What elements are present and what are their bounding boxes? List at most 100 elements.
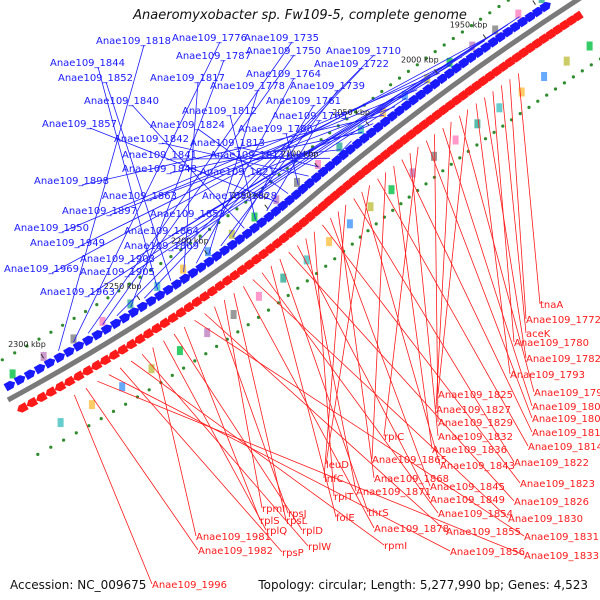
forward-gene-arrow bbox=[458, 57, 470, 69]
reverse-gene-arrow bbox=[379, 149, 391, 160]
gc-dot-inner bbox=[124, 402, 128, 406]
forward-gene-arrow bbox=[422, 84, 434, 95]
gc-dot-outer bbox=[380, 89, 384, 94]
forward-gene-label: Anae109_1863 bbox=[102, 191, 177, 202]
reverse-gene-arrow bbox=[134, 333, 146, 344]
forward-gene-label: Anae109_1818 bbox=[96, 36, 171, 47]
reverse-gene-arrow bbox=[264, 243, 276, 254]
feature-box bbox=[586, 41, 593, 51]
gc-dot-inner bbox=[424, 182, 428, 186]
reverse-gene-arrow bbox=[373, 154, 385, 165]
figure-title: Anaeromyxobacter sp. Fw109-5, complete g… bbox=[133, 8, 467, 23]
feature-box bbox=[255, 291, 262, 301]
reverse-leader-line bbox=[484, 97, 527, 359]
gc-dot-outer bbox=[397, 76, 402, 80]
feature-box bbox=[409, 168, 416, 178]
reverse-leader-line bbox=[173, 333, 303, 531]
reverse-gene-arrow bbox=[278, 232, 290, 244]
reverse-gene-arrow bbox=[411, 124, 424, 135]
reverse-leader-line bbox=[261, 272, 439, 514]
forward-gene-arrow bbox=[407, 95, 420, 106]
forward-gene-label: Anae109_1811 bbox=[210, 150, 285, 161]
gc-dot-outer bbox=[95, 303, 99, 307]
forward-gene-label: Anae109_1817 bbox=[150, 73, 225, 84]
feature-box bbox=[119, 382, 126, 392]
reverse-gene-label: Anae109_1772 bbox=[526, 315, 600, 326]
feature-box bbox=[57, 418, 64, 428]
reverse-gene-label: Anae109_1814 bbox=[528, 442, 600, 453]
gc-dot-inner bbox=[562, 81, 567, 85]
reverse-leader-line bbox=[288, 251, 515, 502]
forward-leader-line bbox=[116, 54, 375, 317]
gc-dot-outer bbox=[25, 344, 29, 348]
gc-dot-inner bbox=[432, 175, 436, 179]
reverse-gene-arrow bbox=[367, 159, 379, 170]
feature-box bbox=[99, 316, 106, 326]
reverse-leader-line bbox=[518, 73, 541, 305]
forward-leader-line bbox=[73, 41, 221, 343]
reverse-leader-line bbox=[322, 224, 521, 484]
gc-dot-inner bbox=[111, 409, 116, 413]
forward-gene-arrow bbox=[226, 239, 238, 251]
reverse-gene-label: Anae109_1849 bbox=[430, 495, 505, 506]
forward-gene-arrow bbox=[344, 144, 356, 155]
topology-label: Topology: circular; Length: 5,277,990 bp… bbox=[258, 578, 588, 592]
feature-box bbox=[388, 185, 395, 195]
gc-dot-inner bbox=[182, 366, 186, 370]
reverse-gene-arrow bbox=[99, 354, 112, 365]
forward-gene-arrow bbox=[502, 26, 514, 38]
reverse-leader-line bbox=[377, 178, 529, 447]
forward-leader-line bbox=[285, 132, 299, 185]
reverse-gene-label: rplS bbox=[260, 516, 280, 527]
gc-dot-inner bbox=[374, 222, 378, 226]
forward-gene-label: Anae109_1864 bbox=[124, 226, 199, 237]
reverse-leader-line bbox=[204, 313, 447, 532]
forward-gene-label: Anae109_1848 bbox=[122, 164, 197, 175]
gc-dot-inner bbox=[589, 63, 593, 67]
forward-gene-arrow bbox=[297, 183, 309, 195]
reverse-gene-arrow bbox=[45, 386, 58, 397]
gc-dot-inner bbox=[170, 373, 174, 377]
gc-dot-outer bbox=[127, 282, 132, 286]
forward-gene-arrow bbox=[153, 290, 166, 302]
reverse-leader-line bbox=[325, 185, 370, 465]
gc-dot-inner bbox=[286, 293, 290, 298]
reverse-gene-arrow bbox=[291, 221, 303, 233]
forward-gene-arrow bbox=[317, 166, 329, 178]
gc-dot-inner bbox=[246, 323, 250, 327]
reverse-gene-arrow bbox=[360, 164, 372, 176]
forward-gene-arrow bbox=[379, 116, 391, 128]
reverse-leader-line bbox=[509, 79, 527, 320]
forward-gene-arrow bbox=[487, 37, 499, 48]
reverse-gene-arrow bbox=[91, 359, 103, 371]
reverse-gene-arrow bbox=[304, 211, 316, 222]
forward-gene-arrow bbox=[218, 245, 231, 257]
reverse-gene-label: Anae109_1825 bbox=[438, 390, 513, 401]
feature-box bbox=[40, 351, 47, 361]
gc-dot-inner bbox=[501, 124, 505, 128]
gene-arrows bbox=[3, 1, 584, 413]
reverse-gene-label: Anae109_1833 bbox=[524, 551, 599, 562]
gc-dot-inner bbox=[193, 359, 197, 363]
forward-gene-arrow bbox=[82, 335, 94, 347]
forward-leader-line bbox=[109, 89, 418, 216]
forward-gene-label: Anae109_1750 bbox=[246, 46, 321, 57]
gc-dot-inner bbox=[553, 87, 558, 91]
forward-gene-arrow bbox=[109, 318, 122, 330]
forward-gene-arrow bbox=[248, 223, 261, 234]
reverse-leader-line bbox=[141, 353, 309, 547]
forward-gene-arrow bbox=[472, 47, 485, 59]
feature-box bbox=[496, 103, 503, 113]
feature-box bbox=[469, 41, 476, 51]
feature-color-boxes bbox=[9, 0, 593, 428]
forward-gene-label: Anae109_1764 bbox=[246, 69, 321, 80]
reverse-gene-label: infC bbox=[324, 474, 344, 485]
reverse-leader-line bbox=[152, 347, 197, 537]
forward-gene-arrow bbox=[494, 32, 507, 43]
feature-box bbox=[452, 135, 459, 145]
reverse-gene-arrow bbox=[386, 144, 398, 155]
reverse-leader-line bbox=[337, 211, 375, 479]
reverse-gene-label: rpsJ bbox=[288, 509, 307, 520]
feature-box bbox=[230, 310, 237, 319]
forward-gene-arrow bbox=[324, 161, 336, 172]
